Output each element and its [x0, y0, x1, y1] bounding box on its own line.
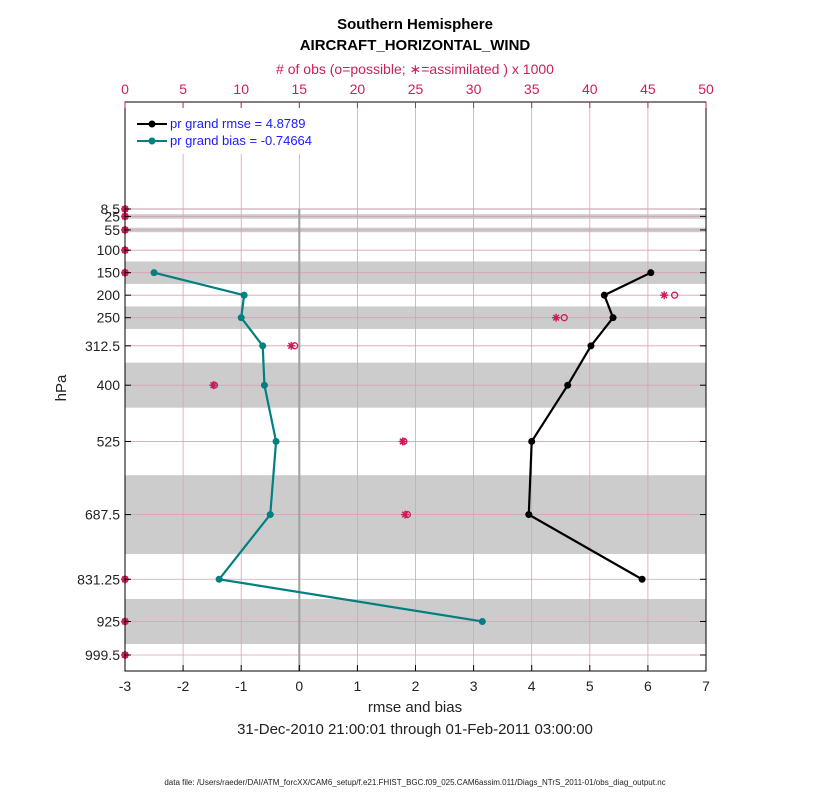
- series-layer: [150, 269, 655, 625]
- rmse-point: [564, 381, 572, 389]
- bias-point: [272, 437, 280, 445]
- rmse-point: [528, 437, 536, 445]
- bias-point: [150, 269, 158, 277]
- date-range: 31-Dec-2010 21:00:01 through 01-Feb-2011…: [237, 721, 593, 738]
- rmse-point: [525, 511, 533, 519]
- rmse-point: [600, 291, 608, 299]
- y-tick-label: 400: [97, 377, 121, 393]
- obs-assimilated-marker: [401, 510, 410, 519]
- x-tick-label: 1: [354, 678, 362, 694]
- top-tick-label: 45: [640, 81, 656, 97]
- y-tick-label: 150: [97, 265, 121, 281]
- bias-point: [240, 291, 248, 299]
- y-tick-label: 525: [97, 433, 121, 449]
- top-tick-label: 30: [466, 81, 482, 97]
- obs-possible-marker: [560, 314, 568, 322]
- rmse-point: [609, 314, 617, 322]
- rmse-line: [527, 271, 652, 581]
- x-tick-label: 7: [702, 678, 710, 694]
- rmse-point: [638, 575, 646, 583]
- y-tick-label: 831.25: [77, 571, 120, 587]
- x-tick-label: 5: [586, 678, 594, 694]
- bias-point: [215, 575, 223, 583]
- top-tick-label: 0: [121, 81, 129, 97]
- bias-point: [478, 617, 486, 625]
- y-tick-label: 999.5: [85, 647, 120, 663]
- top-tick-label: 40: [582, 81, 598, 97]
- footer-datafile: data file: /Users/raeder/DAI/ATM_forcXX/…: [164, 778, 665, 787]
- chart-subtitle: AIRCRAFT_HORIZONTAL_WIND: [300, 37, 531, 54]
- obs-assimilated-marker: [660, 291, 669, 300]
- obs-possible-marker: [670, 291, 679, 299]
- legend-bias-marker: [148, 137, 156, 145]
- grid: [125, 102, 706, 671]
- y-tick-label: 250: [97, 310, 121, 326]
- obs-assimilated-marker: [552, 313, 561, 322]
- top-tick-label: 5: [179, 81, 187, 97]
- x-tick-label: 3: [470, 678, 478, 694]
- x-tick-label: 0: [295, 678, 303, 694]
- x-tick-label: -3: [119, 678, 132, 694]
- bias-point: [237, 314, 245, 322]
- x-tick-label: 2: [412, 678, 420, 694]
- x-tick-label: 6: [644, 678, 652, 694]
- y-tick-label: 312.5: [85, 338, 120, 354]
- top-tick-label: 35: [524, 81, 540, 97]
- top-tick-label: 10: [233, 81, 249, 97]
- y-tick-label: 100: [97, 242, 121, 258]
- y-tick-label: 55: [104, 222, 120, 238]
- top-tick-label: 25: [408, 81, 424, 97]
- x-tick-label: -2: [177, 678, 190, 694]
- y-tick-label: 687.5: [85, 507, 120, 523]
- bias-point: [260, 381, 268, 389]
- top-tick-label: 15: [292, 81, 308, 97]
- legend: pr grand rmse = 4.8789 pr grand bias = -…: [131, 108, 346, 154]
- legend-box: [131, 108, 346, 154]
- x-axis-label: rmse and bias: [368, 699, 462, 716]
- y-tick-label: 200: [97, 287, 121, 303]
- legend-rmse-marker: [148, 120, 156, 128]
- y-tick-label: 925: [97, 613, 121, 629]
- obs-assimilated-marker: [398, 437, 407, 446]
- y-axis-label: hPa: [53, 374, 70, 401]
- y-tick-label: 25: [104, 208, 120, 224]
- bias-point: [266, 511, 274, 519]
- bias-point: [259, 342, 267, 350]
- top-axis-label: # of obs (o=possible; ∗=assimilated ) x …: [276, 61, 554, 77]
- rmse-point: [647, 269, 655, 277]
- x-tick-label: 4: [528, 678, 536, 694]
- top-tick-label: 50: [698, 81, 714, 97]
- rmse-point: [587, 342, 595, 350]
- ticks: -3 -2 -1 0 1 2 3 4 5 6 70 5 10 15 20 25 30 35 40 45 508.5255…: [77, 81, 714, 694]
- legend-rmse-label: pr grand rmse = 4.8789: [170, 116, 306, 131]
- y-tick-label: 8.5: [101, 201, 121, 217]
- top-tick-label: 20: [350, 81, 366, 97]
- legend-bias-label: pr grand bias = -0.74664: [170, 133, 312, 148]
- obs-assimilated-marker: [209, 381, 218, 390]
- chart-title: Southern Hemisphere: [337, 16, 493, 33]
- x-tick-label: -1: [235, 678, 248, 694]
- obs-assimilated-marker: [287, 341, 296, 350]
